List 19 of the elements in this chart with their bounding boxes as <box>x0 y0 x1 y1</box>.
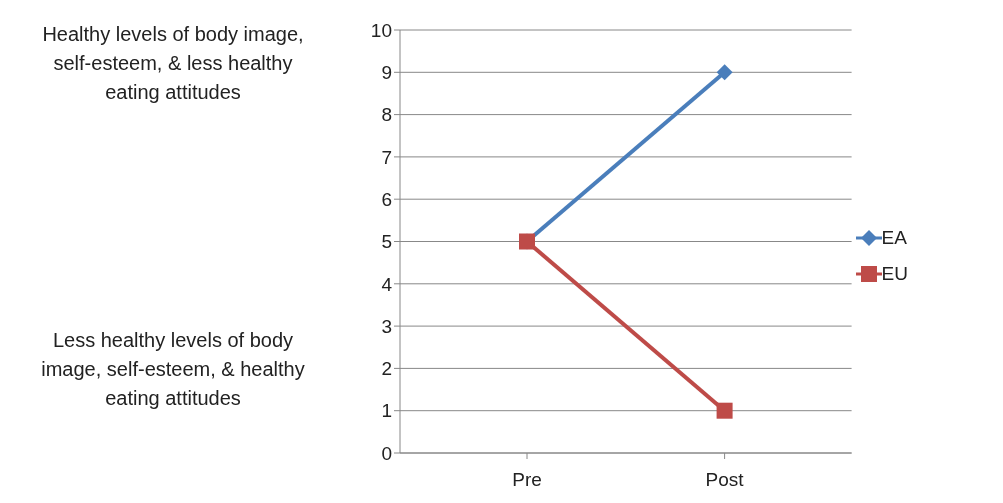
y-tick-label: 1 <box>381 400 392 422</box>
point <box>716 402 733 419</box>
y-tick-label: 2 <box>381 358 392 380</box>
y-tick-label: 0 <box>381 442 392 464</box>
text: Healthy levels of body image, self-esteem, & less healthy eating attitudes <box>41 22 305 105</box>
y-tick-label: 7 <box>381 146 392 168</box>
point <box>716 64 733 81</box>
y-tick-label: 9 <box>381 62 392 84</box>
y-tick-label: 8 <box>381 104 392 126</box>
y-tick-label: 3 <box>381 315 392 337</box>
y-tick-label: 6 <box>381 188 392 210</box>
y-tick-label: 4 <box>381 273 393 295</box>
x-tick-label: Pre <box>512 469 542 491</box>
y-tick-label: 5 <box>381 231 392 253</box>
legend-label: EA <box>881 226 907 249</box>
legend-label: EU <box>881 262 908 285</box>
x-tick-label: Post <box>705 469 745 491</box>
y-tick-label: 10 <box>370 19 392 41</box>
text: Less healthy levels of body image, self-esteem, & healthy eating attitudes <box>40 328 306 411</box>
